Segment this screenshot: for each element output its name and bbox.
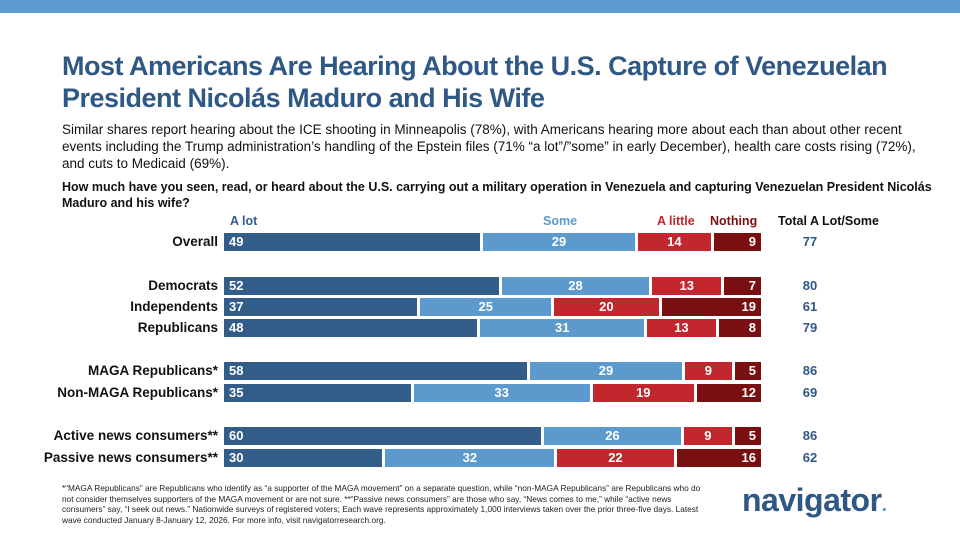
bar-nothing: 5 — [734, 362, 761, 380]
total-value: 86 — [802, 428, 818, 443]
bar-nothing: 16 — [676, 449, 761, 467]
row-label: Republicans — [137, 320, 218, 335]
logo-text: navigator — [742, 482, 882, 518]
bar-a-lot: 48 — [224, 319, 478, 337]
bar-a-little: 19 — [592, 384, 694, 402]
bar-nothing: 12 — [697, 384, 761, 402]
bar-a-lot: 30 — [224, 449, 383, 467]
bar-some: 32 — [385, 449, 555, 467]
bar-some: 28 — [501, 277, 650, 295]
footnote: *“MAGA Republicans” are Republicans who … — [62, 483, 701, 525]
bar-a-little: 9 — [684, 362, 732, 380]
navigator-logo: navigator. — [742, 482, 887, 519]
total-value: 62 — [802, 450, 818, 465]
legend-some: Some — [543, 214, 578, 228]
bar-a-little: 20 — [554, 298, 659, 316]
bar-nothing: 7 — [724, 277, 761, 295]
row-label: Independents — [130, 299, 218, 314]
page-title: Most Americans Are Hearing About the U.S… — [62, 51, 888, 113]
legend-a-lot: A lot — [230, 214, 258, 228]
total-value: 61 — [802, 299, 818, 314]
bar-a-little: 13 — [647, 319, 716, 337]
bar-some: 31 — [480, 319, 645, 337]
bar-a-lot: 58 — [224, 362, 528, 380]
bar-some: 25 — [420, 298, 552, 316]
total-value: 86 — [802, 363, 818, 378]
bar-some: 29 — [530, 362, 682, 380]
bar-some: 29 — [483, 233, 635, 251]
bar-nothing: 9 — [713, 233, 761, 251]
bar-a-lot: 52 — [224, 277, 499, 295]
bar-a-little: 14 — [637, 233, 711, 251]
bar-a-lot: 35 — [224, 384, 411, 402]
bar-a-little: 13 — [652, 277, 722, 295]
legend-nothing: Nothing — [710, 214, 758, 228]
row-label: Democrats — [148, 278, 218, 293]
subtitle: Similar shares report hearing about the … — [62, 122, 916, 171]
total-value: 79 — [802, 320, 818, 335]
legend-a-little: A little — [657, 214, 695, 228]
row-label: Overall — [172, 234, 218, 249]
row-label: Non-MAGA Republicans* — [57, 385, 218, 400]
bar-nothing: 8 — [718, 319, 761, 337]
row-label: Active news consumers** — [53, 428, 218, 443]
bar-some: 33 — [413, 384, 590, 402]
bar-a-little: 22 — [557, 449, 674, 467]
bar-a-little: 9 — [684, 427, 732, 445]
total-header: Total A Lot/Some — [778, 214, 879, 228]
bar-some: 26 — [543, 427, 682, 445]
row-label: MAGA Republicans* — [87, 363, 218, 378]
bar-a-lot: 49 — [224, 233, 481, 251]
survey-question: How much have you seen, read, or heard a… — [62, 180, 932, 210]
bar-a-lot: 37 — [224, 298, 418, 316]
total-value: 77 — [802, 234, 818, 249]
total-value: 80 — [802, 278, 818, 293]
bar-nothing: 5 — [734, 427, 761, 445]
total-value: 69 — [802, 385, 818, 400]
bar-a-lot: 60 — [224, 427, 541, 445]
bar-nothing: 19 — [661, 298, 761, 316]
row-label: Passive news consumers** — [43, 450, 218, 465]
logo-dot: . — [881, 494, 888, 516]
top-accent-bar — [0, 0, 960, 13]
